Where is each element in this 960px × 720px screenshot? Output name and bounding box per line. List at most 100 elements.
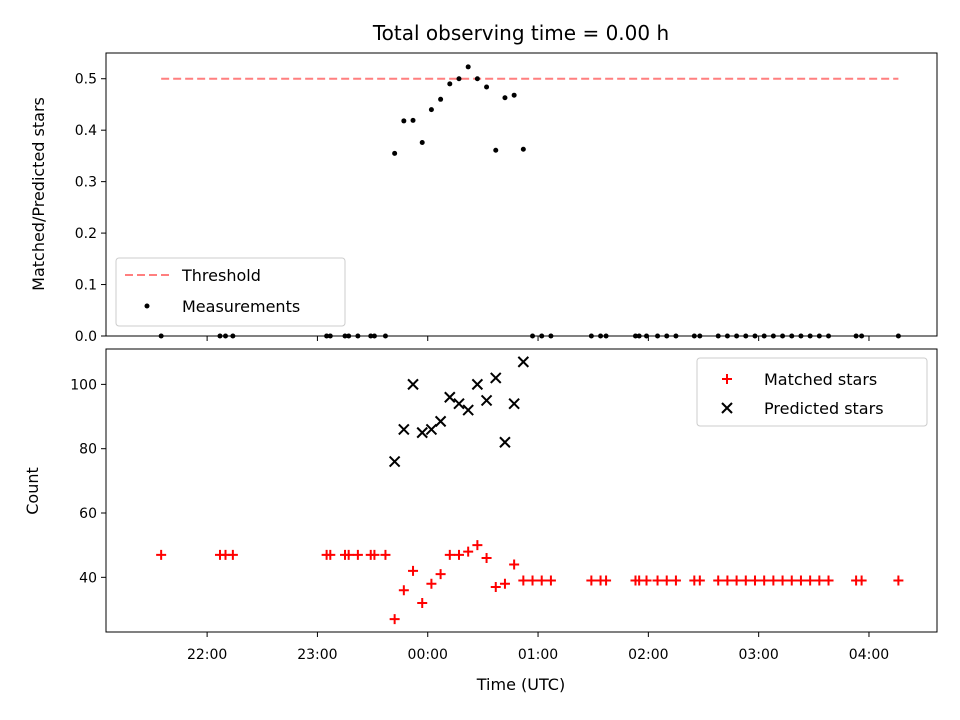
count-x-axis-label: Time (UTC) xyxy=(476,675,565,694)
count-legend-box xyxy=(696,357,928,427)
legend-matched-label: Matched stars xyxy=(764,370,877,389)
count-x-tick-label: 03:00 xyxy=(738,647,778,663)
measurement-point xyxy=(474,76,480,82)
legend-measurements-swatch xyxy=(144,303,150,309)
measurement-point xyxy=(465,64,471,70)
matched-stars-point xyxy=(805,575,816,586)
matched-stars-point xyxy=(343,549,354,560)
measurement-point xyxy=(493,147,499,153)
predicted-stars-point xyxy=(453,397,465,410)
matched-stars-point xyxy=(435,569,446,580)
predicted-stars-point xyxy=(398,423,410,436)
measurement-point xyxy=(456,76,462,82)
measurement-point xyxy=(419,140,425,146)
matched-stars-point xyxy=(352,549,363,560)
matched-stars-point xyxy=(325,549,336,560)
ratio-plot-marks xyxy=(158,64,901,339)
ratio-y-tick-label: 0.5 xyxy=(75,72,97,88)
matched-stars-point xyxy=(694,575,705,586)
matched-stars-point xyxy=(417,598,428,609)
matched-stars-point xyxy=(481,553,492,564)
matched-stars-point xyxy=(453,549,464,560)
matched-stars-point xyxy=(893,575,904,586)
measurement-point xyxy=(484,84,490,90)
matched-stars-point xyxy=(777,575,788,586)
predicted-stars-point xyxy=(444,391,456,403)
legend-predicted-swatch xyxy=(721,402,733,414)
matched-stars-point xyxy=(601,575,612,586)
ratio-legend-box xyxy=(115,257,346,327)
count-y-tick-label: 100 xyxy=(70,377,97,393)
count-y-tick-label: 80 xyxy=(79,442,97,458)
measurement-point xyxy=(392,150,398,156)
matched-stars-point xyxy=(722,575,733,586)
predicted-stars-point xyxy=(425,423,438,436)
matched-stars-point xyxy=(786,575,797,586)
predicted-stars-point xyxy=(517,356,530,368)
matched-stars-point xyxy=(661,575,672,586)
matched-stars-point xyxy=(518,575,529,586)
matched-stars-point xyxy=(398,585,409,596)
matched-stars-point xyxy=(444,549,455,560)
ratio-y-tick-label: 0.3 xyxy=(75,175,97,191)
predicted-stars-point xyxy=(388,455,401,468)
predicted-stars-point xyxy=(407,378,419,391)
predicted-stars-point xyxy=(480,394,493,407)
legend-threshold-label: Threshold xyxy=(181,266,261,285)
ratio-y-tick-label: 0.1 xyxy=(75,278,97,294)
matched-stars-point xyxy=(814,575,825,586)
count-x-tick-label: 04:00 xyxy=(849,647,889,663)
legend-predicted-label: Predicted stars xyxy=(764,399,884,418)
measurement-point xyxy=(520,146,526,152)
matched-stars-point xyxy=(426,578,437,589)
matched-stars-point xyxy=(380,549,391,560)
count-x-ticks: 22:00 23:00 00:00 01:00 02:00 03:00 04:00 xyxy=(187,632,889,663)
count-x-tick-label: 02:00 xyxy=(628,647,668,663)
matched-stars-point xyxy=(472,540,483,551)
matched-stars-point xyxy=(389,614,400,625)
matched-stars-point xyxy=(740,575,751,586)
matched-stars-point xyxy=(536,575,547,586)
count-y-tick-label: 60 xyxy=(79,506,97,522)
ratio-legend: Threshold Measurements xyxy=(115,257,346,327)
matched-stars-point xyxy=(227,549,238,560)
matched-stars-point xyxy=(499,578,510,589)
measurement-point xyxy=(401,118,407,124)
matched-stars-point xyxy=(795,575,806,586)
predicted-stars-point xyxy=(508,397,520,410)
count-panel: Count Time (UTC) 40 60 80 100 22:00 23:00 00:… xyxy=(23,348,938,694)
ratio-y-tick-label: 0.0 xyxy=(75,329,97,345)
measurement-point xyxy=(511,92,517,98)
count-y-axis-label: Count xyxy=(23,467,42,515)
matched-stars-point xyxy=(527,575,538,586)
count-x-tick-label: 22:00 xyxy=(187,647,227,663)
matched-stars-point xyxy=(749,575,760,586)
matched-stars-point xyxy=(463,546,474,557)
count-legend: Matched stars Predicted stars xyxy=(696,357,928,427)
count-x-tick-label: 23:00 xyxy=(297,647,337,663)
count-y-tick-label: 40 xyxy=(79,570,97,586)
matched-stars-point xyxy=(490,581,501,592)
ratio-y-tick-label: 0.4 xyxy=(75,123,97,139)
predicted-stars-point xyxy=(471,378,484,391)
legend-measurements-label: Measurements xyxy=(182,297,300,316)
measurement-point xyxy=(502,95,508,101)
predicted-stars-point xyxy=(490,372,502,384)
count-x-tick-label: 01:00 xyxy=(518,647,558,663)
measurement-point xyxy=(428,107,434,113)
ratio-y-ticks: 0.0 0.1 0.2 0.3 0.4 0.5 xyxy=(75,72,106,345)
count-y-ticks: 40 60 80 100 xyxy=(70,377,106,586)
matched-stars-point xyxy=(408,565,419,576)
measurement-point xyxy=(410,117,416,123)
matched-stars-point xyxy=(586,575,597,586)
ratio-y-tick-label: 0.2 xyxy=(75,226,97,242)
ratio-x-ticks xyxy=(206,336,870,341)
predicted-stars-point xyxy=(499,436,511,448)
matched-stars-point xyxy=(823,575,834,586)
matched-stars-point xyxy=(670,575,681,586)
predicted-stars-point xyxy=(416,426,428,439)
matched-stars-point xyxy=(856,575,867,586)
ratio-y-axis-label: Matched/Predicted stars xyxy=(29,97,48,291)
measurement-point xyxy=(438,96,444,102)
matched-stars-point xyxy=(652,575,663,586)
